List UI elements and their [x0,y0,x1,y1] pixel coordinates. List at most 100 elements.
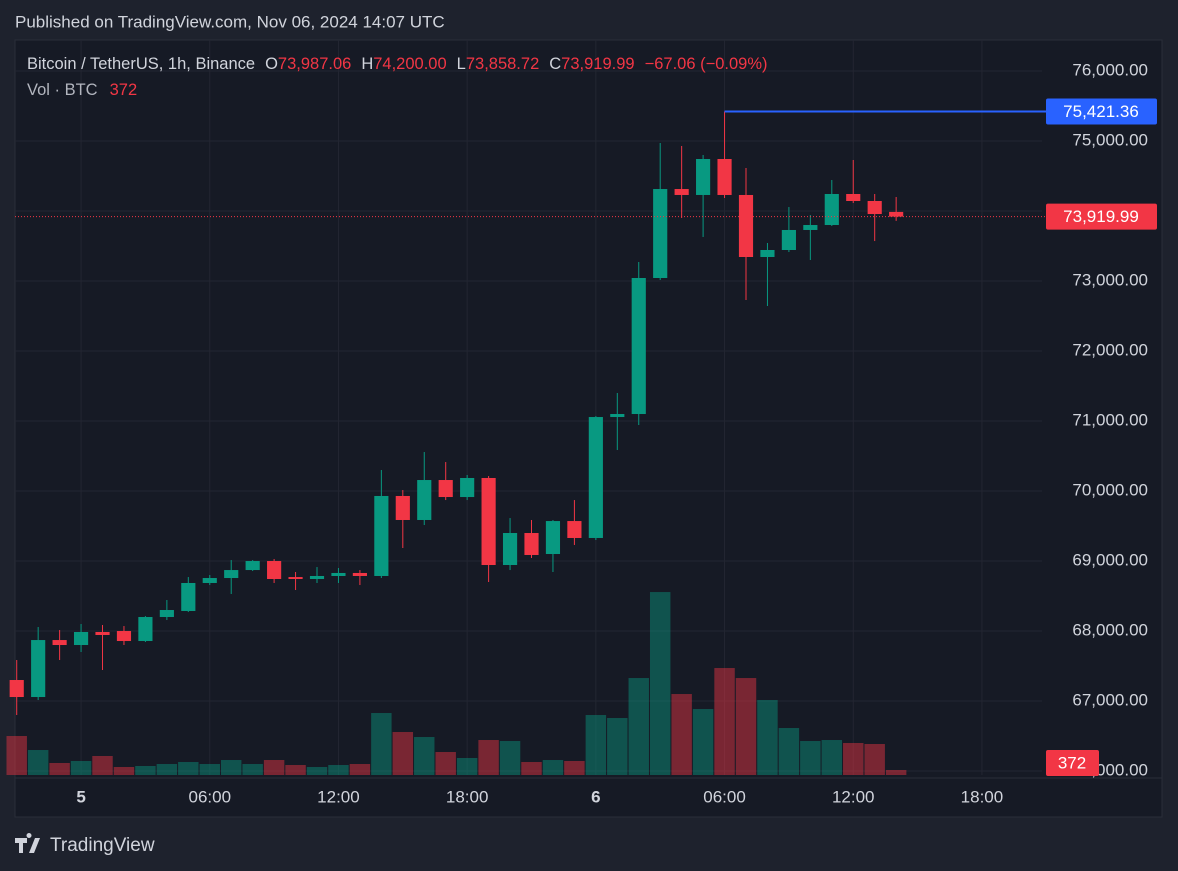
brand: TradingView [50,835,155,856]
volume-bar [478,740,499,775]
candle-body [267,561,282,579]
volume-bar [242,764,263,775]
candle-body [610,414,625,418]
volume-bar [864,744,885,775]
candle-body [52,640,67,646]
x-tick-label: 18:00 [961,787,1004,806]
candle-body [417,480,432,520]
volume-bar [392,732,414,775]
candle-body [738,194,754,257]
candle-body [524,533,539,555]
candle-body [374,495,389,576]
candle-body [224,570,239,579]
candle-body [674,189,689,195]
legend-key: C [549,55,561,73]
volume-bar [263,760,285,775]
chart-panel [14,39,1163,818]
candle-body [9,680,24,698]
y-tick-label: 70,000.00 [1072,480,1148,499]
volume-bar [285,765,306,775]
candle-body [395,495,410,520]
volume-bar [778,728,800,775]
candle-body [567,521,582,538]
volume-bar [564,760,585,775]
volume-bar [692,709,714,775]
volume-legend-value: 372 [110,81,138,99]
x-tick-label: 06:00 [188,787,231,806]
candle-body [352,572,367,576]
y-tick-label: 76,000.00 [1072,60,1148,79]
volume-bar [49,763,70,775]
candle-layer [9,111,904,716]
y-tick-label: 71,000.00 [1072,410,1148,429]
candle-body [331,572,346,576]
candle-body [696,159,711,195]
price-tag [1046,98,1157,125]
candle-body [245,561,260,571]
candle-body [288,577,303,579]
volume-bar [843,743,864,775]
legend-key: O [265,55,278,73]
logo-icon [15,833,40,853]
candle-body [460,477,475,498]
volume-tag [1046,750,1099,776]
volume-bar [92,756,113,775]
volume-bar [435,752,456,775]
candle-body [73,631,89,646]
candle-body [309,575,325,579]
volume-bar [499,741,521,775]
volume-bar [735,678,757,775]
volume-bar [671,694,692,775]
candle-body [438,480,453,498]
candle-body [824,194,839,226]
y-tick-label: 72,000.00 [1072,340,1148,359]
candle-body [159,610,174,618]
legend-change: −67.06 (−0.09%) [645,55,768,73]
volume-bar [135,765,156,775]
volume-bar [199,764,220,775]
x-tick-label: 6 [591,787,600,806]
volume-bar [178,762,199,775]
legend-key: L [457,55,466,73]
x-tick-label: 5 [76,787,85,806]
volume-bar [27,750,49,775]
volume-bar [607,718,628,775]
volume-tag-label: 372 [1058,753,1086,772]
logo: TradingView [15,833,155,856]
price-tag-label: 73,919.99 [1063,207,1139,226]
volume-bar [757,700,778,775]
y-tick-label: 73,000.00 [1072,270,1148,289]
candle-body [760,250,775,257]
legend-value: 73,858.72 [466,55,539,73]
y-tick-label: 75,000.00 [1072,130,1148,149]
volume-bar [156,764,178,775]
volume-bar [885,770,907,775]
candle-body [631,278,646,415]
x-tick-label: 12:00 [832,787,875,806]
volume-bar [649,592,671,775]
candle-body [717,159,732,195]
volume-bar [521,762,542,775]
candle-body [181,582,196,611]
volume-bar [714,668,735,775]
volume-bar [542,760,564,775]
volume-legend-label: Vol · BTC [27,81,98,99]
candle-body [31,640,46,698]
candle-body [116,631,132,642]
y-tick-label: 69,000.00 [1072,550,1148,569]
candle-body [502,533,518,565]
legend-value: 74,200.00 [373,55,446,73]
y-tick-label: 67,000.00 [1072,690,1148,709]
volume-bar [70,760,92,775]
candle-body [138,617,153,642]
candle-body [803,225,818,230]
candle-body [481,477,496,565]
volume-legend: Vol · BTC 372 [27,81,137,99]
legend: Bitcoin / TetherUS, 1h, Binance O73,987.0… [27,55,768,73]
x-tick-label: 06:00 [703,787,746,806]
price-tag [1046,203,1157,230]
volume-bar [349,764,371,775]
volume-bar [628,678,649,775]
overlay-layer: 66,000.0067,000.0068,000.0069,000.0070,0… [15,60,1162,806]
